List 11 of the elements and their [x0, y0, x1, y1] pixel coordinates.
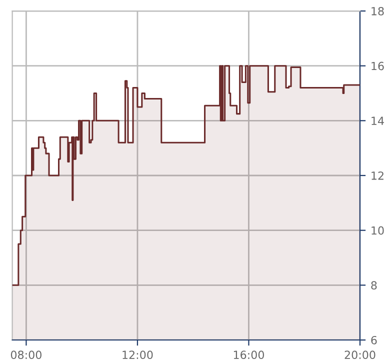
x-tick-label: 12:00	[122, 350, 153, 360]
y-tick-label: 12	[372, 171, 384, 180]
y-tick-label: 14	[372, 116, 384, 125]
y-tick-label: 6	[371, 336, 377, 344]
y-tick-label: 10	[372, 226, 384, 235]
y-tick-label: 8	[371, 281, 377, 290]
x-tick-label: 16:00	[234, 350, 264, 360]
y-tick-label: 18	[372, 6, 384, 16]
y-tick-label: 16	[372, 62, 384, 70]
x-tick-label: 20:00	[344, 350, 376, 360]
x-tick-label: 08:00	[10, 350, 42, 360]
